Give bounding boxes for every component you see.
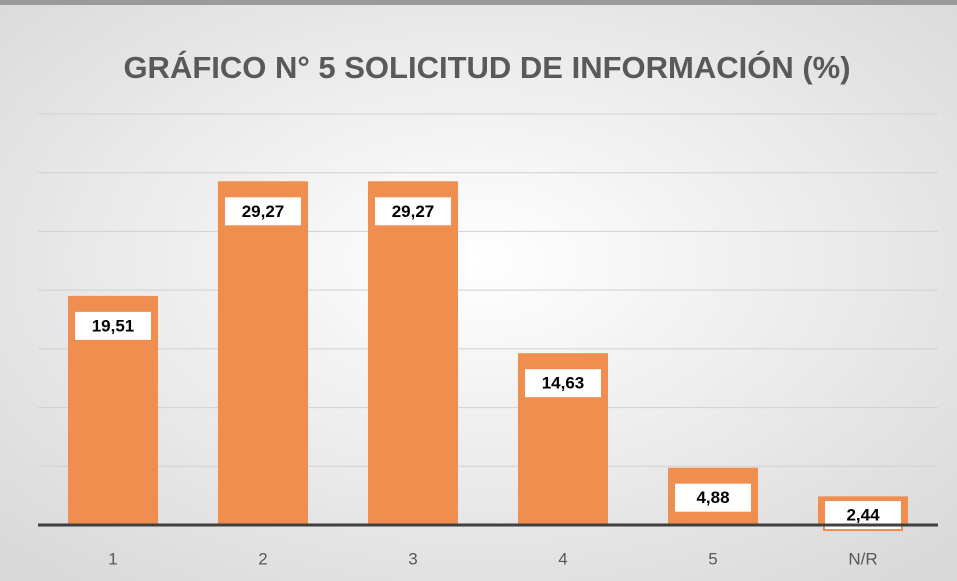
x-tick-label: 3 — [408, 549, 417, 568]
label-box — [223, 195, 303, 228]
data-label: 19,51 — [92, 316, 135, 335]
bar — [368, 181, 458, 526]
data-label: 29,27 — [392, 202, 435, 221]
top-strip — [0, 0, 957, 5]
x-tick-label: 4 — [558, 549, 567, 568]
x-tick-label: 1 — [108, 549, 117, 568]
x-tick-label: 2 — [258, 549, 267, 568]
data-label: 2,44 — [846, 505, 880, 524]
data-label: 29,27 — [242, 202, 285, 221]
label-box — [673, 481, 753, 514]
chart-title: GRÁFICO N° 5 SOLICITUD DE INFORMACIÓN (%… — [123, 49, 850, 85]
bar — [218, 181, 308, 526]
x-tick-label: N/R — [848, 549, 877, 568]
label-box — [523, 367, 603, 400]
data-label: 14,63 — [542, 374, 585, 393]
label-box — [73, 309, 153, 342]
label-box — [373, 195, 453, 228]
x-tick-label: 5 — [708, 549, 717, 568]
data-label: 4,88 — [696, 488, 729, 507]
